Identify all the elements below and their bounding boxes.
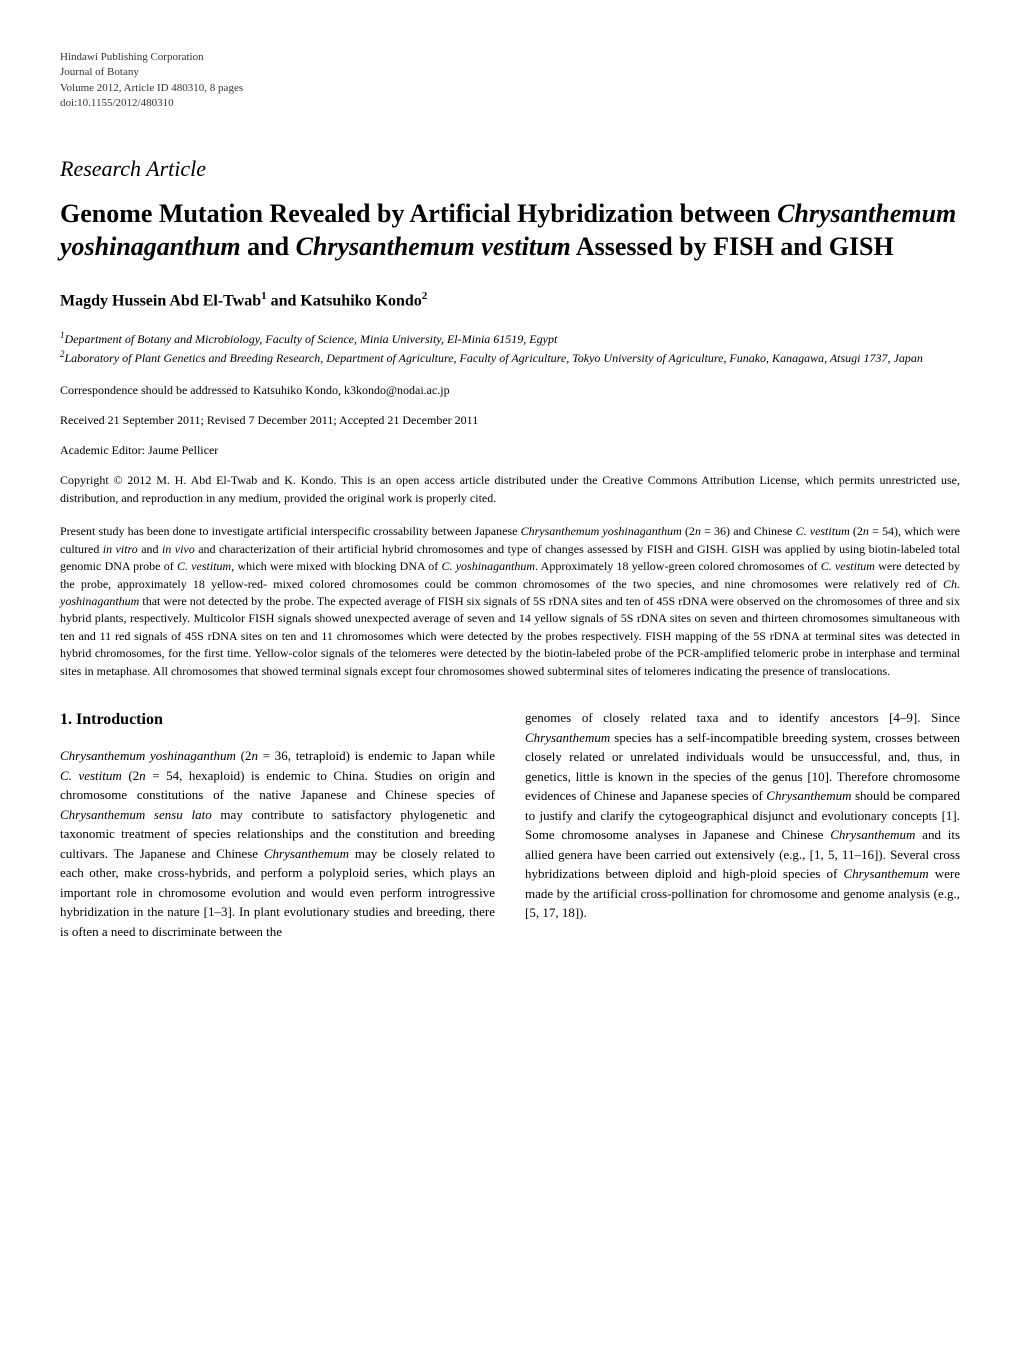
col1-t2: = 36, tetraploid) is endemic to Japan wh… [258,748,495,763]
body-columns: 1. Introduction Chrysanthemum yoshinagan… [60,708,960,941]
col1-i2: C. vestitum [60,768,122,783]
received-dates: Received 21 September 2011; Revised 7 De… [60,411,960,429]
affiliations: 1Department of Botany and Microbiology, … [60,329,960,367]
abs-t1: Present study has been done to investiga… [60,524,521,538]
abs-i3: in vitro [103,542,138,556]
volume-info: Volume 2012, Article ID 480310, 8 pages [60,81,960,96]
abs-i5: C. vestitum [177,559,231,573]
affiliation2-row: 2Laboratory of Plant Genetics and Breedi… [60,348,960,367]
section-title: 1. Introduction [60,708,495,732]
abs-t4: (2 [850,524,863,538]
abs-t11: that were not detected by the probe. The… [60,594,960,678]
abstract: Present study has been done to investiga… [60,523,960,680]
abs-i4: in vivo [162,542,195,556]
title-part3: Assessed by FISH and GISH [571,232,894,261]
abs-t9: . Approximately 18 yellow-green colored … [535,559,821,573]
col2-i3: Chrysanthemum [830,827,915,842]
abs-t3: = 36) and Chinese [701,524,796,538]
col2-i2: Chrysanthemum [766,788,851,803]
abs-i1: Chrysanthemum yoshinaganthum [521,524,682,538]
affiliation2-text: Laboratory of Plant Genetics and Breedin… [65,351,923,365]
intro-paragraph-cont: genomes of closely related taxa and to i… [525,708,960,923]
author-and: and Katsuhiko Kondo [267,292,422,309]
col1-i4: Chrysanthemum [264,846,349,861]
col1-i1: Chrysanthemum yoshinaganthum [60,748,236,763]
journal-name: Journal of Botany [60,65,960,80]
abs-i7: C. vestitum [821,559,875,573]
col2-t1: genomes of closely related taxa and to i… [525,710,960,725]
header-info: Hindawi Publishing Corporation Journal o… [60,50,960,112]
article-type: Research Article [60,152,960,185]
title-part1: Genome Mutation Revealed by Artificial H… [60,199,777,228]
col1-t1: (2 [236,748,252,763]
correspondence: Correspondence should be addressed to Ka… [60,381,960,399]
article-title: Genome Mutation Revealed by Artificial H… [60,197,960,265]
col1-t3: (2 [122,768,139,783]
abs-t6: and [138,542,162,556]
affiliation1-row: 1Department of Botany and Microbiology, … [60,329,960,348]
doi: doi:10.1155/2012/480310 [60,96,960,111]
column-left: 1. Introduction Chrysanthemum yoshinagan… [60,708,495,941]
author1: Magdy Hussein Abd El-Twab [60,292,261,309]
publisher-name: Hindawi Publishing Corporation [60,50,960,65]
intro-paragraph: Chrysanthemum yoshinaganthum (2n = 36, t… [60,746,495,941]
abs-t2: (2 [682,524,695,538]
col1-i3: Chrysanthemum sensu lato [60,807,212,822]
abs-t8: , which were mixed with blocking DNA of [231,559,441,573]
author2-sup: 2 [422,290,428,302]
title-part2: and [241,232,296,261]
col2-i4: Chrysanthemum [843,866,928,881]
affiliation1-text: Department of Botany and Microbiology, F… [65,332,558,346]
title-italic2: Chrysanthemum vestitum [296,232,571,261]
abs-i2: C. vestitum [796,524,850,538]
academic-editor: Academic Editor: Jaume Pellicer [60,441,960,459]
authors: Magdy Hussein Abd El-Twab1 and Katsuhiko… [60,288,960,313]
column-right: genomes of closely related taxa and to i… [525,708,960,941]
col2-i1: Chrysanthemum [525,730,610,745]
copyright: Copyright © 2012 M. H. Abd El-Twab and K… [60,471,960,507]
abs-i6: C. yoshinaganthum [441,559,535,573]
